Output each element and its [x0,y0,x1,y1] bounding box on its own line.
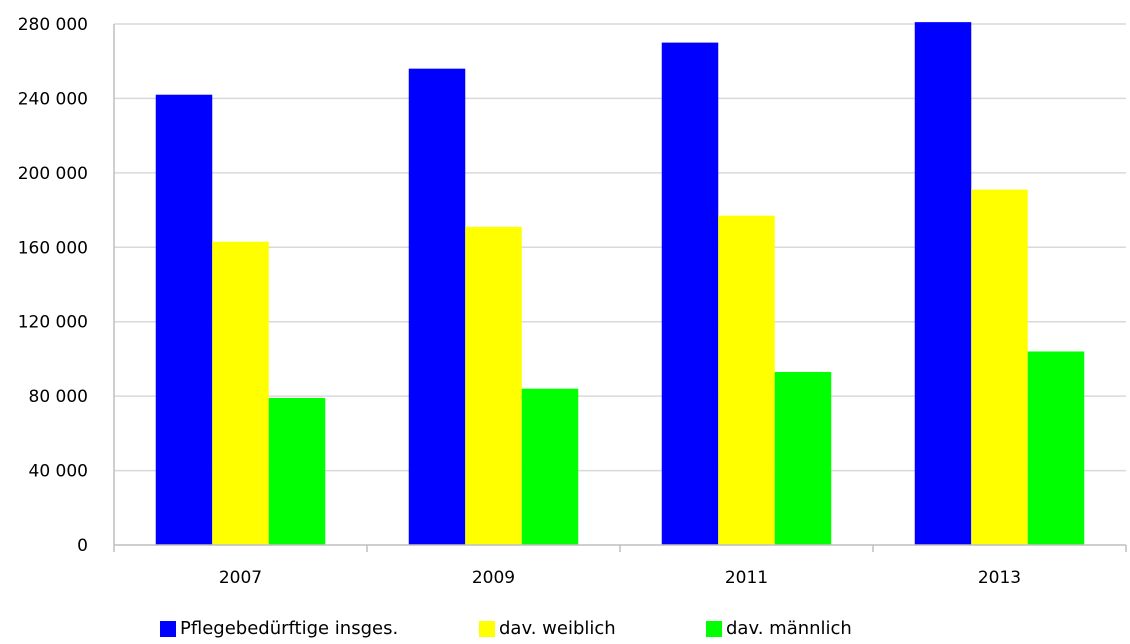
bar-2007-2 [268,398,326,545]
legend: Pflegebedürftige insges. dav. weiblich d… [0,618,1130,644]
gridlines [114,23,1126,472]
y-tick-label: 120 000 [18,313,88,333]
bar-2013-2 [1027,351,1085,545]
legend-item-total: Pflegebedürftige insges. [160,618,398,639]
bar-2011-2 [774,371,832,545]
legend-label-female: dav. weiblich [499,618,616,639]
x-tick-label: 2009 [472,568,515,588]
legend-swatch-female [479,620,495,637]
bars [155,22,1085,546]
y-tick-label: 80 000 [29,387,88,407]
bar-2009-0 [408,68,466,546]
bar-2009-1 [465,226,522,545]
x-tick-label: 2011 [725,568,768,588]
legend-label-total: Pflegebedürftige insges. [180,618,399,639]
y-tick-label: 40 000 [29,462,88,482]
y-tick-label: 200 000 [18,164,88,184]
bar-2011-1 [718,215,775,545]
bar-2013-0 [914,22,972,546]
legend-swatch-total [160,620,176,637]
x-axis-tick-labels: 2007 2009 2011 2013 [219,568,1021,588]
y-tick-label: 280 000 [18,15,88,35]
axes [113,24,1127,552]
legend-item-male: dav. männlich [706,618,852,639]
y-tick-label: 160 000 [18,238,88,258]
legend-item-female: dav. weiblich [479,618,616,639]
bar-2007-1 [212,241,269,546]
y-tick-label: 0 [77,536,88,556]
legend-label-male: dav. männlich [726,618,852,639]
x-tick-label: 2013 [978,568,1021,588]
x-tick-label: 2007 [219,568,262,588]
legend-swatch-male [706,620,722,637]
bar-2009-2 [521,388,579,545]
bar-2011-0 [661,42,719,545]
y-tick-label: 240 000 [18,89,88,109]
bar-2013-1 [971,189,1028,545]
bar-2007-0 [155,94,213,545]
y-axis-tick-labels: 0 40 000 80 000 120 000 160 000 200 000 240 00… [18,15,88,556]
